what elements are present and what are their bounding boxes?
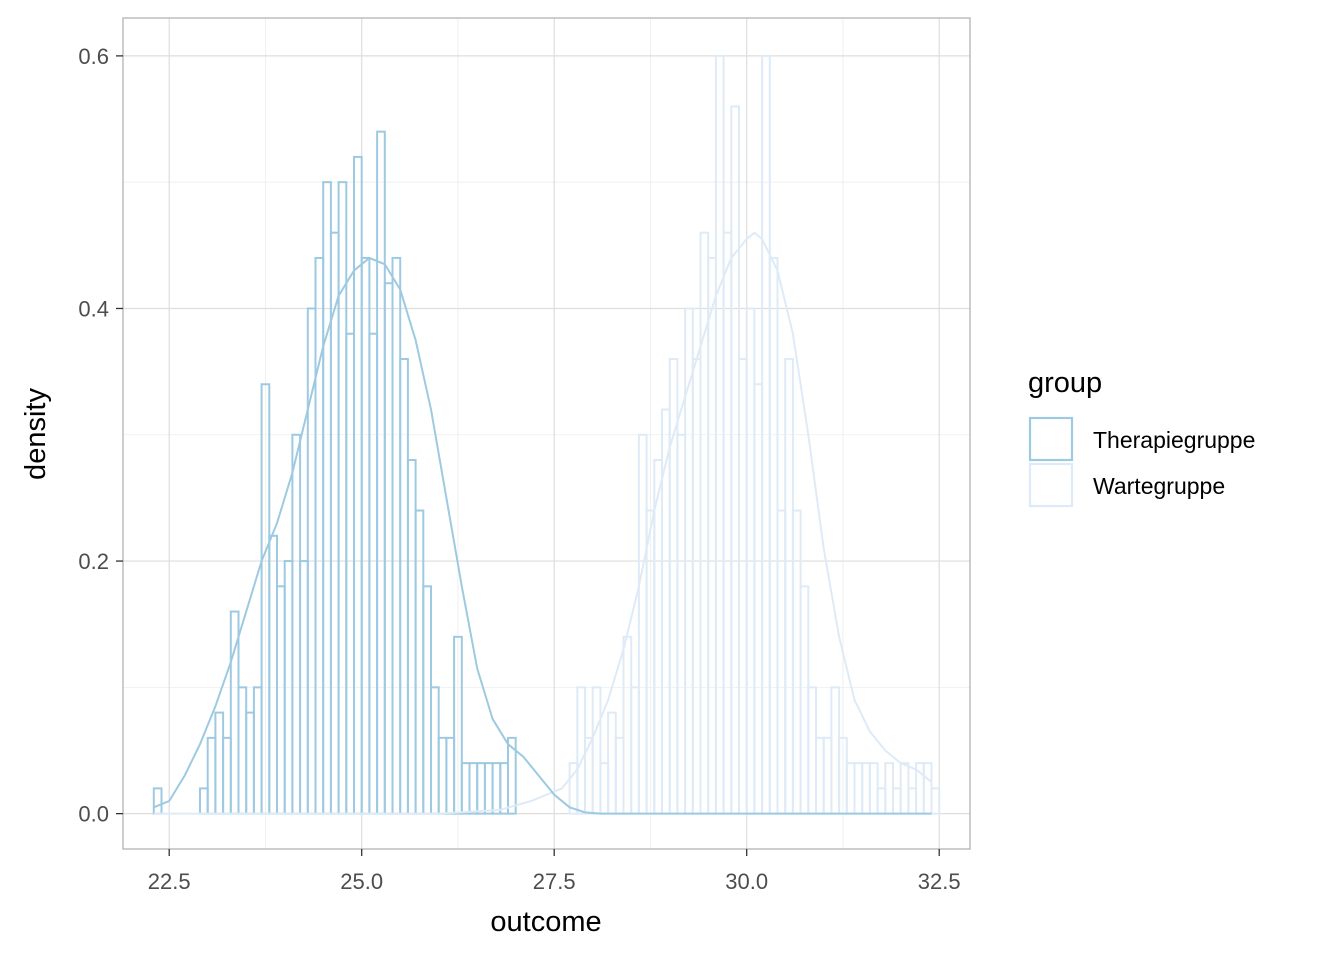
density-curves (153, 231, 933, 815)
y-axis: 0.0 0.2 0.4 0.6 (78, 44, 123, 827)
plot-border (122, 17, 971, 850)
density-curve-therapiegruppe (153, 256, 932, 815)
plot-panel (123, 18, 970, 849)
legend-label-therapiegruppe: Therapiegruppe (1093, 427, 1255, 453)
x-tick-label: 27.5 (533, 869, 576, 894)
y-tick-label: 0.0 (78, 802, 109, 827)
density-curve-wartegruppe (153, 231, 933, 815)
x-tick-label: 30.0 (725, 869, 768, 894)
x-axis-title: outcome (490, 906, 601, 938)
legend-label-wartegruppe: Wartegruppe (1093, 473, 1225, 499)
histogram-bar (453, 635, 463, 815)
x-tick-label: 25.0 (340, 869, 383, 894)
y-tick-label: 0.4 (78, 296, 109, 321)
legend-key-wartegruppe (1028, 462, 1074, 508)
x-axis: 22.5 25.0 27.5 30.0 32.5 (148, 849, 961, 894)
y-tick-label: 0.2 (78, 549, 109, 574)
y-axis-title: density (20, 388, 52, 480)
histogram-bar (507, 736, 517, 815)
legend-title: group (1028, 367, 1102, 399)
y-tick-label: 0.6 (78, 44, 109, 69)
legend: group Therapiegruppe Wartegruppe (1028, 367, 1255, 508)
x-tick-label: 22.5 (148, 869, 191, 894)
histogram-bar (930, 787, 941, 815)
x-tick-label: 32.5 (918, 869, 961, 894)
legend-key-therapiegruppe (1028, 416, 1074, 462)
